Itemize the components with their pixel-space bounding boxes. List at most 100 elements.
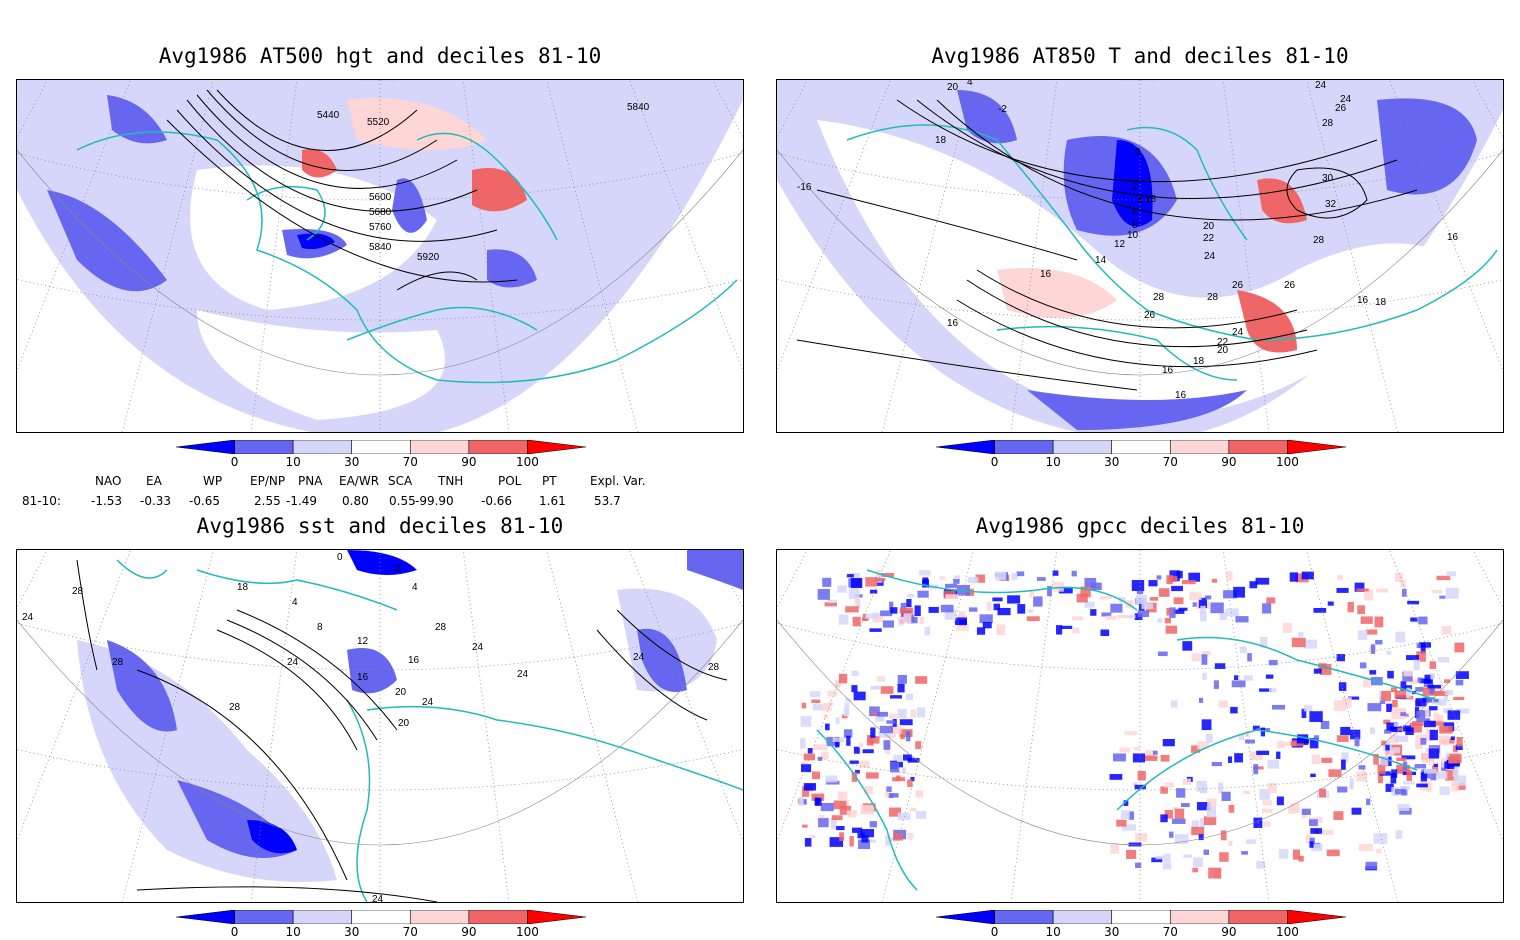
decile-area bbox=[1237, 290, 1297, 353]
precip-decile-cell bbox=[1148, 580, 1158, 587]
precip-decile-cell bbox=[1072, 616, 1084, 621]
precip-decile-cell bbox=[801, 702, 807, 709]
precip-decile-cell bbox=[1117, 614, 1128, 619]
precip-decile-cell bbox=[1155, 855, 1165, 860]
colorbar-swatch bbox=[468, 440, 528, 454]
index-value-pol: -0.66 bbox=[481, 494, 513, 508]
precip-decile-cell bbox=[1128, 811, 1134, 820]
precip-decile-cell bbox=[1313, 735, 1320, 740]
precip-decile-cell bbox=[1200, 605, 1206, 614]
precip-decile-cell bbox=[1182, 641, 1193, 651]
precip-decile-cell bbox=[1131, 580, 1145, 591]
precip-decile-cell bbox=[848, 588, 860, 600]
precip-decile-cell bbox=[823, 714, 829, 719]
colorbar-swatch bbox=[1111, 440, 1171, 454]
precip-decile-cell bbox=[1433, 716, 1440, 724]
precip-decile-cell bbox=[1365, 861, 1378, 870]
precip-decile-cell bbox=[1456, 737, 1463, 747]
precip-decile-cell bbox=[1381, 690, 1392, 702]
domain-edge bbox=[17, 619, 743, 846]
precip-decile-cell bbox=[1397, 803, 1410, 811]
precip-decile-cell bbox=[967, 576, 979, 584]
precip-decile-cell bbox=[1358, 843, 1373, 852]
precip-decile-cell bbox=[1084, 601, 1095, 608]
contour-label: 26 bbox=[1144, 310, 1156, 321]
precip-decile-cell bbox=[1443, 696, 1448, 702]
colorbar-tick-label: 10 bbox=[1045, 925, 1061, 939]
contour-label: 26 bbox=[1335, 103, 1347, 114]
colorbar-tick-label: 0 bbox=[990, 455, 999, 469]
decile-area bbox=[347, 550, 417, 575]
temperature-contour bbox=[796, 339, 1138, 391]
precip-decile-cell bbox=[812, 704, 823, 711]
precip-decile-cell bbox=[1164, 617, 1172, 624]
precip-decile-cell bbox=[890, 695, 902, 699]
contour-label: 5440 bbox=[317, 110, 340, 121]
precip-decile-cell bbox=[899, 719, 913, 726]
precip-decile-cell bbox=[1336, 587, 1349, 593]
precip-decile-cell bbox=[892, 777, 906, 782]
precip-decile-cell bbox=[1336, 735, 1349, 742]
precip-decile-cell bbox=[1145, 750, 1155, 760]
precip-decile-cell bbox=[1433, 763, 1438, 767]
precip-decile-cell bbox=[886, 786, 892, 793]
colorbar-swatch bbox=[234, 910, 294, 924]
precip-decile-cell bbox=[822, 703, 832, 712]
colorbar-swatch-low bbox=[936, 440, 995, 454]
precip-decile-cell bbox=[1313, 668, 1322, 674]
index-value-pna: -1.49 bbox=[286, 494, 318, 508]
precip-decile-cell bbox=[907, 758, 920, 763]
precip-decile-cell bbox=[1422, 752, 1435, 764]
precip-decile-cell bbox=[900, 602, 907, 613]
precip-decile-cell bbox=[1394, 572, 1404, 583]
coastline bbox=[346, 699, 371, 902]
contour-label: 20 bbox=[395, 687, 407, 698]
precip-decile-cell bbox=[1134, 784, 1146, 790]
precip-decile-cell bbox=[1313, 607, 1327, 613]
precip-decile-cell bbox=[1100, 629, 1110, 637]
precip-decile-cell bbox=[953, 575, 961, 579]
precip-decile-cell bbox=[1228, 840, 1233, 846]
precip-decile-cell bbox=[1256, 860, 1266, 869]
precip-decile-cell bbox=[841, 714, 848, 719]
precip-decile-cell bbox=[849, 835, 854, 847]
contour-label: 5600 bbox=[369, 192, 392, 203]
precip-decile-cell bbox=[1072, 627, 1080, 634]
precip-decile-cell bbox=[944, 609, 957, 620]
precip-decile-cell bbox=[940, 604, 954, 613]
precip-decile-cell bbox=[1394, 690, 1407, 699]
precip-decile-cell bbox=[1182, 778, 1192, 785]
contour-label: 5840 bbox=[627, 102, 650, 113]
colorbar-tick-label: 30 bbox=[344, 925, 360, 939]
precip-decile-cell bbox=[1393, 723, 1400, 727]
precip-decile-cell bbox=[1424, 718, 1431, 722]
precip-decile-cell bbox=[1047, 586, 1052, 597]
precip-decile-cell bbox=[1253, 766, 1264, 770]
meridian-line bbox=[462, 80, 510, 432]
precip-decile-cell bbox=[853, 691, 866, 701]
precip-decile-cell bbox=[854, 597, 859, 604]
precip-decile-cell bbox=[1337, 786, 1348, 793]
precip-decile-cell bbox=[1414, 764, 1427, 769]
precip-decile-cell bbox=[1135, 832, 1148, 842]
index-row-label: 81-10: bbox=[22, 494, 61, 508]
precip-decile-cell bbox=[1262, 800, 1273, 806]
precip-decile-cell bbox=[1282, 741, 1297, 747]
precip-decile-cell bbox=[1375, 639, 1383, 645]
contour-label: 18 bbox=[1145, 194, 1157, 205]
precip-decile-cell bbox=[1289, 572, 1299, 582]
coastline bbox=[996, 325, 1238, 381]
precip-decile-cell bbox=[1176, 788, 1186, 798]
precip-decile-cell bbox=[1395, 830, 1403, 839]
precip-decile-cell bbox=[1201, 651, 1211, 656]
precip-decile-cell bbox=[1406, 770, 1413, 781]
sst-contour bbox=[616, 609, 728, 681]
precip-decile-cell bbox=[982, 621, 992, 629]
precip-decile-cell bbox=[1151, 857, 1163, 863]
precip-decile-cell bbox=[1341, 752, 1349, 763]
precip-decile-cell bbox=[899, 607, 914, 614]
sst-contour bbox=[76, 559, 98, 671]
precip-decile-cell bbox=[860, 829, 874, 838]
precip-decile-cell bbox=[1438, 735, 1450, 746]
precip-decile-cell bbox=[1395, 631, 1406, 643]
